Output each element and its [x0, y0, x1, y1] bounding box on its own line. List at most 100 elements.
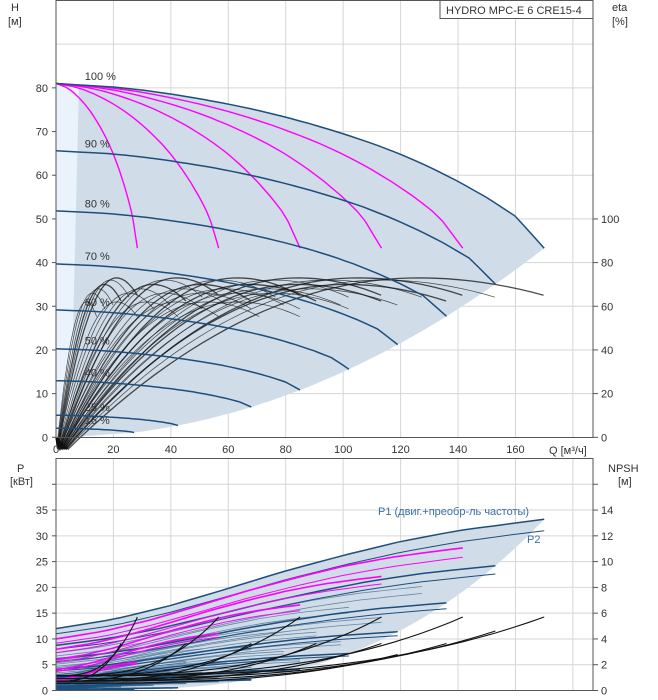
efficiency-curve: [55, 288, 227, 450]
eta-tick-label: 80: [601, 258, 613, 270]
p1-curve: [55, 518, 545, 630]
speed-curve-label: 50 %: [85, 336, 110, 348]
p-tick-label: 5: [42, 660, 48, 672]
h-tick-label: 30: [36, 301, 48, 313]
efficiency-curve: [55, 279, 203, 451]
h-tick-label: 70: [36, 127, 48, 139]
p-tick-label: 20: [36, 582, 48, 594]
eta-tick-label: 40: [601, 345, 613, 357]
npsh-curve: [56, 653, 398, 684]
speed-curve: [56, 414, 179, 427]
p-axis-label: P: [17, 463, 24, 475]
p2-curve: [55, 661, 301, 681]
npsh-tick-label: 14: [601, 505, 613, 517]
x-tick-label: 20: [107, 444, 119, 456]
p2-pump-count-curve: [55, 610, 301, 663]
efficiency-curve: [55, 292, 349, 449]
top-axis-ticks: 0 20 40 60 80 100 120 140 160 0 10 20 30 40 50 60 70 80 0 2…: [36, 83, 620, 456]
npsh-curve: [56, 616, 545, 677]
efficiency-curve: [55, 288, 114, 449]
x-tick-label: 120: [391, 444, 409, 456]
speed-curve-label: 25 %: [85, 402, 110, 414]
speed-curve: [55, 149, 496, 285]
npsh-axis-unit: [м]: [618, 476, 632, 488]
h-tick-label: 80: [36, 83, 48, 95]
efficiency-curve: [55, 283, 382, 450]
eta-tick-label: 100: [601, 214, 619, 226]
efficiency-curve: [55, 283, 447, 450]
speed-curve: [55, 379, 252, 408]
p1-pump-count-curve: [55, 632, 219, 671]
p-tick-label: 15: [36, 608, 48, 620]
x-tick-label: 100: [334, 444, 352, 456]
efficiency-curve: [55, 277, 138, 450]
pump-count-curve: [55, 82, 220, 249]
eta-tick-label: 20: [601, 389, 613, 401]
npsh-curve: [56, 630, 496, 680]
speed-curve: [55, 348, 301, 391]
p2-curve: [55, 679, 252, 688]
p1-pump-count-curve: [55, 604, 301, 661]
chart-title: HYDRO MPC-E 6 CRE15-4: [446, 5, 582, 17]
p2-curve-label: P2: [527, 534, 540, 546]
speed-curve: [55, 82, 545, 249]
h-axis-label: H: [11, 2, 19, 14]
bottom-curves: [55, 518, 545, 691]
npsh-tick-label: 4: [601, 634, 607, 646]
x-tick-label: 80: [280, 444, 292, 456]
speed-curve-label: 90 %: [85, 138, 110, 150]
p2-curve: [55, 683, 187, 689]
pump-count-curve: [55, 82, 464, 249]
speed-curve: [55, 263, 399, 346]
pump-count-curve: [55, 82, 301, 249]
efficiency-curve: [55, 301, 179, 449]
x-tick-label: 140: [449, 444, 467, 456]
npsh-tick-label: 10: [601, 557, 613, 569]
x-tick-label: 40: [165, 444, 177, 456]
top-curves: [55, 82, 545, 452]
npsh-tick-label: 0: [601, 686, 607, 698]
h-tick-label: 20: [36, 345, 48, 357]
p1-curve: [55, 651, 284, 677]
speed-curve-label: 70 %: [85, 251, 110, 263]
speed-curve: [55, 427, 135, 434]
p-tick-label: 25: [36, 557, 48, 569]
p1-pump-count-curve: [55, 661, 138, 681]
p-tick-label: 30: [36, 531, 48, 543]
eta-tick-label: 60: [601, 301, 613, 313]
p2-curve: [55, 685, 154, 690]
npsh-axis-label: NPSH: [608, 463, 639, 475]
efficiency-curve: [55, 279, 495, 450]
p1-curve: [55, 631, 317, 670]
speed-curve-label: 80 %: [85, 198, 110, 210]
speed-curve-label: 100 %: [85, 71, 116, 83]
p2-pump-count-curve: [55, 556, 463, 644]
h-tick-label: 60: [36, 170, 48, 182]
efficiency-curve: [55, 292, 154, 448]
npsh-tick-label: 8: [601, 582, 607, 594]
efficiency-curve: [55, 283, 122, 449]
p1-curve: [55, 602, 447, 660]
pump-count-curve: [55, 82, 383, 249]
title-box: [439, 0, 594, 19]
p-tick-label: 10: [36, 634, 48, 646]
bottom-axis-ticks: 0 5 10 15 20 25 30 35 0 2 4 6 8 10 12 14: [36, 483, 613, 698]
efficiency-curve: [55, 283, 252, 451]
efficiency-curve: [55, 301, 300, 448]
efficiency-curve: [55, 283, 187, 451]
pump-count-curve: [55, 82, 139, 249]
p-axis-unit: [кВт]: [10, 476, 33, 488]
p2-curve: [55, 644, 341, 675]
x-tick-label: 160: [506, 444, 524, 456]
p1-pump-count-curve: [55, 547, 463, 640]
speed-curve-label: 16 %: [85, 415, 110, 427]
operating-area: [70, 84, 545, 438]
speed-curve: [55, 210, 448, 317]
p1-pump-count-curve: [55, 575, 382, 651]
speed-labels: 100 % 90 % 80 % 70 % 60 % 50 % 40 % 25 %16 %: [85, 71, 116, 427]
efficiency-curve: [55, 279, 276, 450]
eta-axis-unit: [%]: [612, 16, 628, 28]
h-tick-label: 10: [36, 389, 48, 401]
p2-pump-count-curve: [55, 636, 219, 673]
